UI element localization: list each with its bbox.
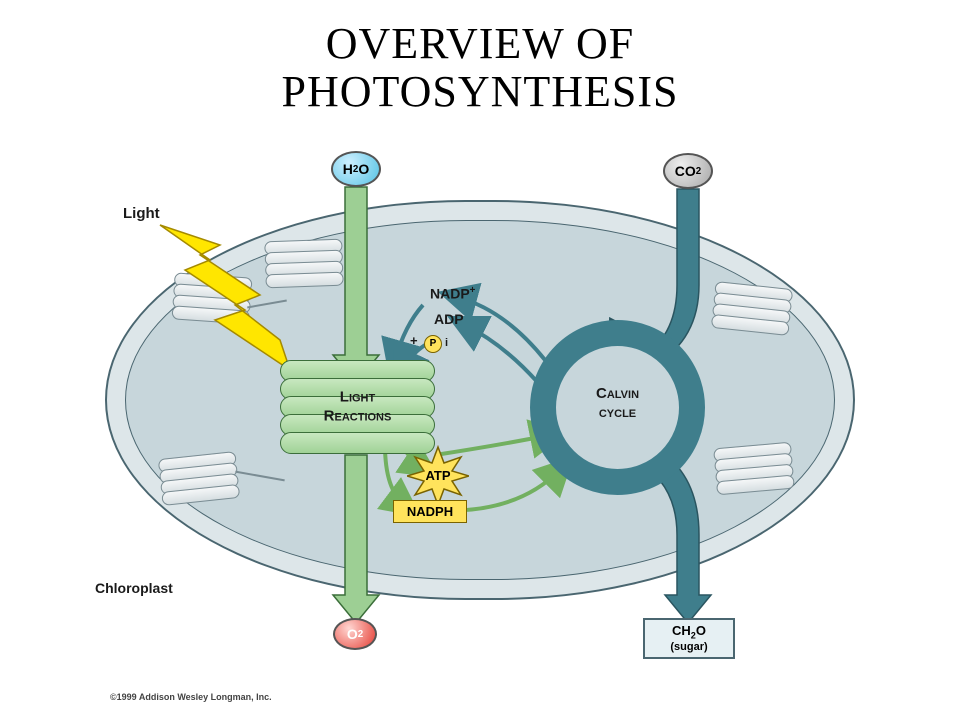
adp-label: ADP <box>434 311 464 327</box>
light-label: Light <box>123 205 160 222</box>
chloroplast-outer <box>105 200 855 600</box>
co2-input: CO2 <box>663 153 713 189</box>
pi-icon: P <box>424 335 442 353</box>
pi-subscript: i <box>445 337 448 349</box>
page-title: OVERVIEW OF PHOTOSYNTHESIS <box>0 0 960 117</box>
grana-stack <box>158 451 240 506</box>
grana-stack <box>713 442 795 496</box>
grana-stack <box>171 272 252 324</box>
calvin-cycle-label: CALVIN CYCLE <box>530 385 705 422</box>
nadp-plus-label: NADP+ <box>430 285 475 302</box>
title-line2: PHOTOSYNTHESIS <box>281 67 678 116</box>
plus-sign: + <box>410 333 418 348</box>
atp-burst: ATP <box>417 455 459 497</box>
sugar-sublabel: (sugar) <box>647 641 731 653</box>
nadph-box: NADPH <box>393 500 467 523</box>
photosynthesis-diagram: LIGHTREACTIONS CALVIN CYCLE H2O CO2 O2 C… <box>105 145 855 665</box>
copyright-notice: ©1999 Addison Wesley Longman, Inc. <box>110 692 272 702</box>
grana-stack <box>711 281 793 336</box>
sugar-output: CH2O(sugar) <box>643 618 735 659</box>
title-line1: OVERVIEW OF <box>326 19 635 68</box>
light-reactions-node: LIGHTREACTIONS <box>280 360 435 454</box>
o2-output: O2 <box>333 618 377 650</box>
chloroplast-inner <box>125 220 835 580</box>
grana-stack <box>264 239 344 289</box>
chloroplast-label: Chloroplast <box>95 580 173 596</box>
h2o-input: H2O <box>331 151 381 187</box>
atp-label: ATP <box>425 468 450 483</box>
